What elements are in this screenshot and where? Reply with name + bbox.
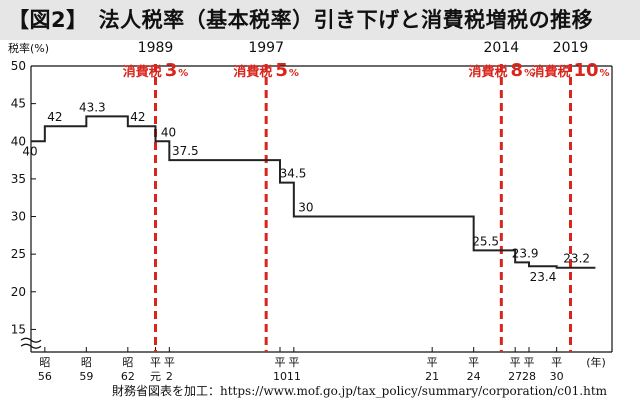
data-label: 23.2 bbox=[563, 252, 590, 266]
event-tax-unit: % bbox=[600, 68, 610, 79]
x-tick-era: 平 bbox=[275, 356, 286, 369]
axis-break-mark bbox=[20, 343, 42, 349]
event-tax-rate: 10 bbox=[573, 60, 598, 81]
event-tax-rate: 8 bbox=[511, 60, 524, 81]
data-label: 37.5 bbox=[172, 144, 199, 158]
x-tick-year: 62 bbox=[121, 370, 135, 383]
x-tick-era: 平 bbox=[164, 356, 175, 369]
y-tick-label: 50 bbox=[11, 59, 26, 73]
x-tick-year: 21 bbox=[425, 370, 439, 383]
event-tax-unit: % bbox=[289, 68, 299, 79]
x-tick-year: 24 bbox=[467, 370, 481, 383]
event-year-label: 2014 bbox=[484, 40, 520, 56]
data-label: 30 bbox=[298, 201, 313, 215]
event-tax-name: 消費税 bbox=[469, 64, 508, 80]
x-tick-era: 平 bbox=[524, 356, 535, 369]
data-label: 23.9 bbox=[512, 246, 539, 260]
x-tick-era: 平 bbox=[288, 356, 299, 369]
data-label: 42 bbox=[47, 110, 62, 124]
x-tick-era: 昭 bbox=[81, 356, 92, 369]
event-tax-unit: % bbox=[524, 68, 534, 79]
data-label: 23.4 bbox=[530, 270, 557, 284]
data-label: 43.3 bbox=[79, 100, 106, 114]
y-tick-label: 30 bbox=[11, 210, 26, 224]
event-tax-label: 消費税 3% bbox=[123, 60, 189, 81]
x-tick-year: 28 bbox=[522, 370, 536, 383]
title-bar: 【図2】 法人税率（基本税率）引き下げと消費税増税の推移 bbox=[0, 0, 640, 40]
event-tax-label: 消費税 8% bbox=[469, 60, 535, 81]
y-tick-label: 40 bbox=[11, 134, 26, 148]
x-tick-year: 59 bbox=[79, 370, 93, 383]
event-year-label: 1989 bbox=[138, 40, 174, 56]
y-tick-label: 45 bbox=[11, 97, 26, 111]
event-tax-unit: % bbox=[178, 68, 188, 79]
event-tax-label: 消費税 5% bbox=[233, 60, 299, 81]
x-tick-era: 平 bbox=[150, 356, 161, 369]
data-label: 40 bbox=[161, 125, 176, 139]
x-tick-era: 昭 bbox=[122, 356, 133, 369]
event-tax-label: 消費税 10% bbox=[531, 60, 609, 81]
event-tax-rate: 5 bbox=[275, 60, 288, 81]
x-axis-label: (年) bbox=[586, 355, 606, 369]
y-tick-label: 20 bbox=[11, 285, 26, 299]
x-tick-era: 平 bbox=[468, 356, 479, 369]
data-label: 25.5 bbox=[472, 234, 499, 248]
y-tick-label: 35 bbox=[11, 172, 26, 186]
y-tick-label: 25 bbox=[11, 247, 26, 261]
data-label: 40 bbox=[22, 144, 37, 158]
event-tax-name: 消費税 bbox=[123, 64, 162, 80]
event-tax-rate: 3 bbox=[165, 60, 178, 81]
x-tick-year: 27 bbox=[508, 370, 522, 383]
x-tick-year: 10 bbox=[273, 370, 287, 383]
x-tick-year: 30 bbox=[550, 370, 564, 383]
x-tick-year: 2 bbox=[166, 370, 173, 383]
x-tick-era: 平 bbox=[427, 356, 438, 369]
data-label: 42 bbox=[130, 110, 145, 124]
y-tick-label: 15 bbox=[11, 322, 26, 336]
x-tick-year: 56 bbox=[38, 370, 52, 383]
x-tick-year: 元 bbox=[150, 370, 161, 383]
data-label: 34.5 bbox=[280, 167, 307, 181]
event-year-label: 1997 bbox=[248, 40, 284, 56]
x-tick-era: 平 bbox=[551, 356, 562, 369]
event-year-label: 2019 bbox=[553, 40, 589, 56]
event-tax-name: 消費税 bbox=[531, 64, 570, 80]
x-tick-era: 平 bbox=[510, 356, 521, 369]
event-tax-name: 消費税 bbox=[233, 64, 272, 80]
source-note: 財務省図表を加工：https://www.mof.go.jp/tax_polic… bbox=[112, 384, 608, 398]
x-tick-year: 11 bbox=[287, 370, 301, 383]
x-tick-era: 昭 bbox=[39, 356, 50, 369]
chart-title: 【図2】 法人税率（基本税率）引き下げと消費税増税の推移 bbox=[8, 8, 594, 32]
tax-rate-step-line bbox=[31, 115, 596, 269]
y-axis-label: 税率(%) bbox=[8, 41, 49, 55]
axis-break-mark bbox=[20, 337, 42, 343]
